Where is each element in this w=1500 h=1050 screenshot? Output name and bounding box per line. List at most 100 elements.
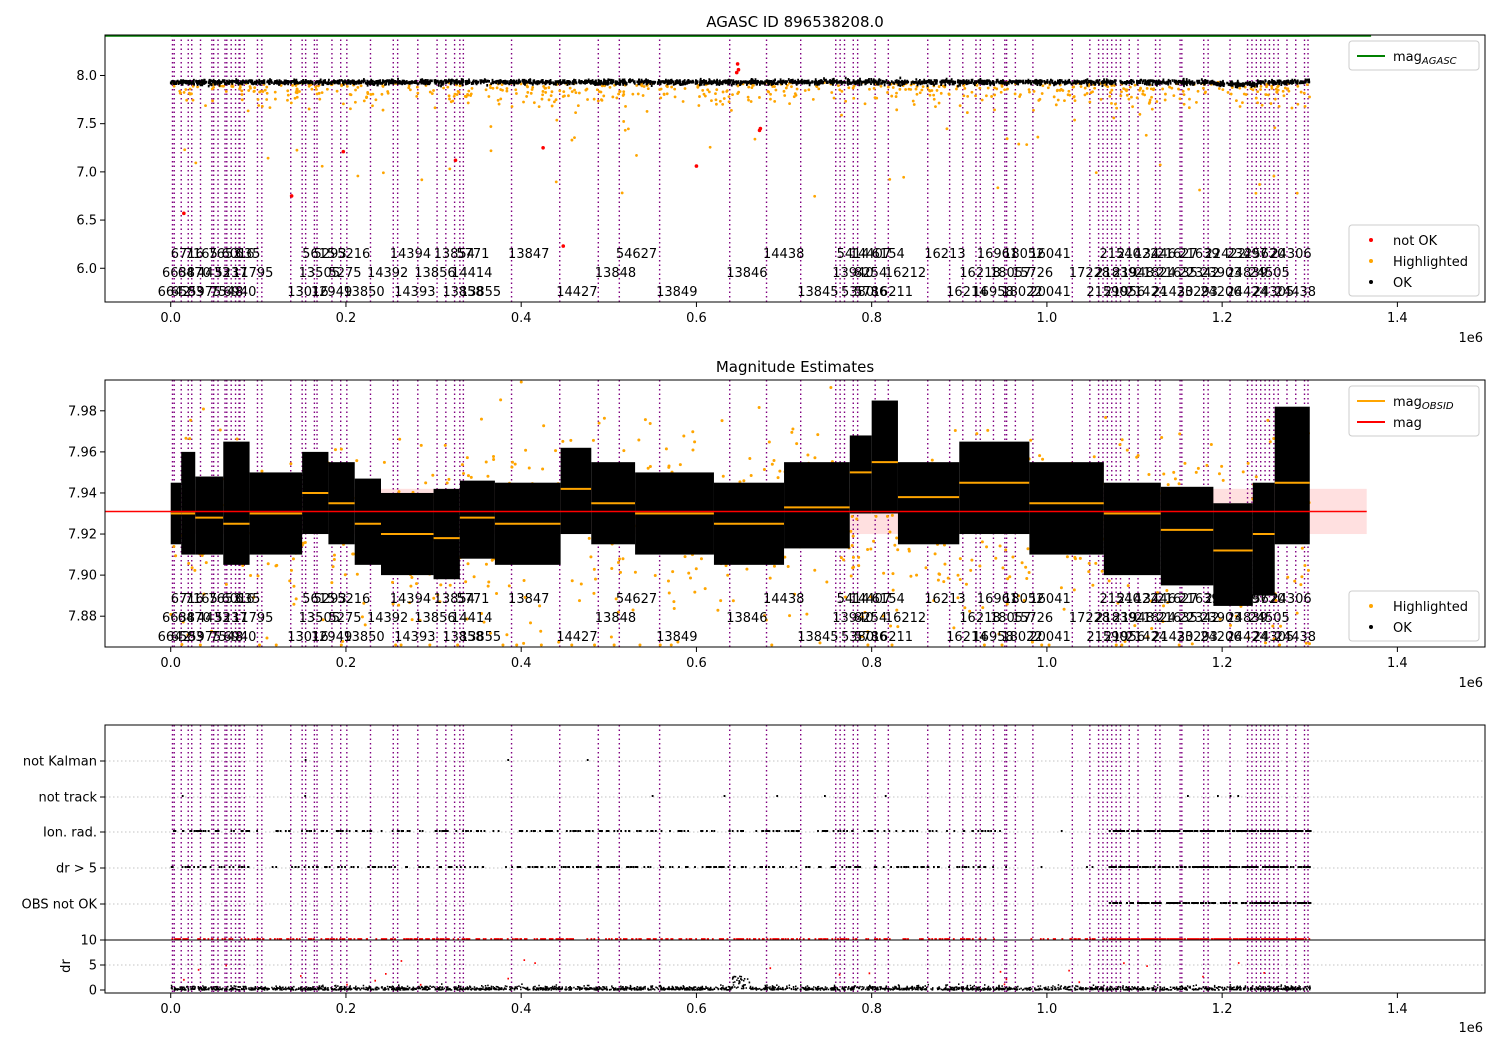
highlighted-point: [1259, 88, 1262, 91]
highlighted-point: [1032, 108, 1035, 112]
highlighted-point: [339, 447, 343, 451]
highlighted-point: [750, 86, 754, 90]
highlighted-point: [544, 86, 548, 90]
highlighted-point: [268, 106, 272, 109]
y-tick-label: 7.5: [76, 117, 97, 132]
highlighted-point: [189, 418, 193, 422]
not-ok-point: [735, 62, 740, 66]
highlighted-point: [718, 99, 722, 103]
highlighted-point: [1036, 135, 1040, 139]
highlighted-point: [1302, 91, 1306, 95]
highlighted-point: [642, 85, 646, 88]
highlighted-point: [1286, 87, 1290, 91]
highlighted-point: [479, 417, 483, 421]
highlighted-point: [191, 98, 195, 102]
highlighted-point: [410, 576, 414, 580]
highlighted-point: [648, 464, 652, 468]
highlighted-point: [1172, 470, 1176, 474]
highlighted-point: [978, 86, 982, 90]
highlighted-point: [561, 439, 565, 443]
highlighted-point: [1150, 107, 1154, 111]
highlighted-point: [466, 474, 470, 478]
obsid-label: 24839: [1227, 611, 1268, 626]
highlighted-point: [1071, 85, 1075, 89]
highlighted-point: [273, 90, 277, 94]
highlighted-point: [320, 164, 324, 168]
highlighted-point: [648, 422, 652, 426]
highlighted-point: [890, 513, 894, 517]
highlighted-point: [1127, 97, 1131, 101]
obsid-label: 13854: [434, 592, 475, 607]
highlighted-point: [813, 568, 817, 572]
highlighted-point: [200, 554, 204, 558]
highlighted-point: [975, 432, 979, 436]
highlighted-point: [911, 99, 915, 103]
obsid-label: 13855: [460, 285, 501, 300]
highlighted-point: [408, 601, 412, 605]
obsid-label: 24306: [1270, 592, 1311, 607]
highlighted-point: [592, 567, 596, 571]
highlighted-point: [1056, 98, 1060, 102]
highlighted-point: [1093, 86, 1097, 90]
highlighted-point: [795, 442, 799, 446]
highlighted-point: [1106, 85, 1110, 89]
highlighted-point: [714, 98, 718, 102]
highlighted-point: [943, 562, 947, 566]
highlighted-point: [438, 600, 442, 604]
highlighted-point: [341, 639, 345, 643]
highlighted-point: [428, 90, 432, 94]
highlighted-point: [844, 99, 848, 103]
highlighted-point: [196, 85, 199, 89]
highlighted-point: [397, 603, 401, 607]
highlighted-point: [714, 92, 717, 96]
obsid-label: 14394: [390, 592, 431, 607]
highlighted-point: [980, 540, 984, 544]
obsid-label: 14438: [763, 247, 804, 262]
highlighted-point: [314, 87, 318, 91]
obsid-label: 54627: [616, 592, 657, 607]
highlighted-point: [497, 102, 501, 106]
obsid-label: 24424: [1227, 285, 1268, 300]
highlighted-point: [446, 85, 450, 89]
highlighted-point: [635, 154, 638, 157]
highlighted-point: [315, 92, 319, 96]
highlighted-point: [708, 145, 712, 149]
highlighted-point: [463, 94, 467, 98]
highlighted-point: [838, 88, 842, 92]
highlighted-point: [495, 591, 499, 595]
obsid-label: 21948: [1113, 611, 1154, 626]
highlighted-point: [466, 93, 469, 96]
highlighted-point: [621, 94, 625, 97]
obsid-label: 6583: [171, 285, 204, 300]
highlighted-point: [703, 587, 707, 591]
highlighted-point: [882, 571, 886, 575]
highlighted-point: [184, 436, 188, 440]
highlighted-point: [515, 92, 518, 95]
highlighted-point: [187, 561, 191, 565]
highlighted-point: [1276, 85, 1280, 89]
obsid-label: 24424: [1227, 630, 1268, 645]
highlighted-point: [749, 473, 753, 477]
x-tick-label: 1.2: [1212, 311, 1233, 326]
highlighted-point: [291, 84, 294, 87]
highlighted-point: [986, 428, 990, 432]
y-tick-label: 7.98: [68, 404, 97, 419]
highlighted-point: [1088, 100, 1092, 104]
highlighted-point: [432, 596, 436, 600]
highlighted-point: [786, 565, 790, 569]
highlighted-point: [351, 552, 355, 556]
highlighted-point: [447, 94, 451, 98]
highlighted-point: [985, 545, 989, 549]
obsid-label: 5975: [188, 285, 221, 300]
highlighted-point: [1264, 93, 1268, 96]
obsid-label: 13855: [460, 630, 501, 645]
obsid-label: 21627: [1156, 247, 1197, 262]
highlighted-point: [840, 89, 844, 93]
highlighted-point: [218, 428, 222, 432]
x-tick-label: 0.2: [336, 1002, 357, 1017]
highlighted-point: [963, 606, 967, 610]
highlighted-point: [1087, 561, 1091, 565]
highlighted-point: [843, 595, 847, 599]
highlighted-point: [1040, 643, 1044, 647]
obsid-label: 13847: [508, 592, 549, 607]
